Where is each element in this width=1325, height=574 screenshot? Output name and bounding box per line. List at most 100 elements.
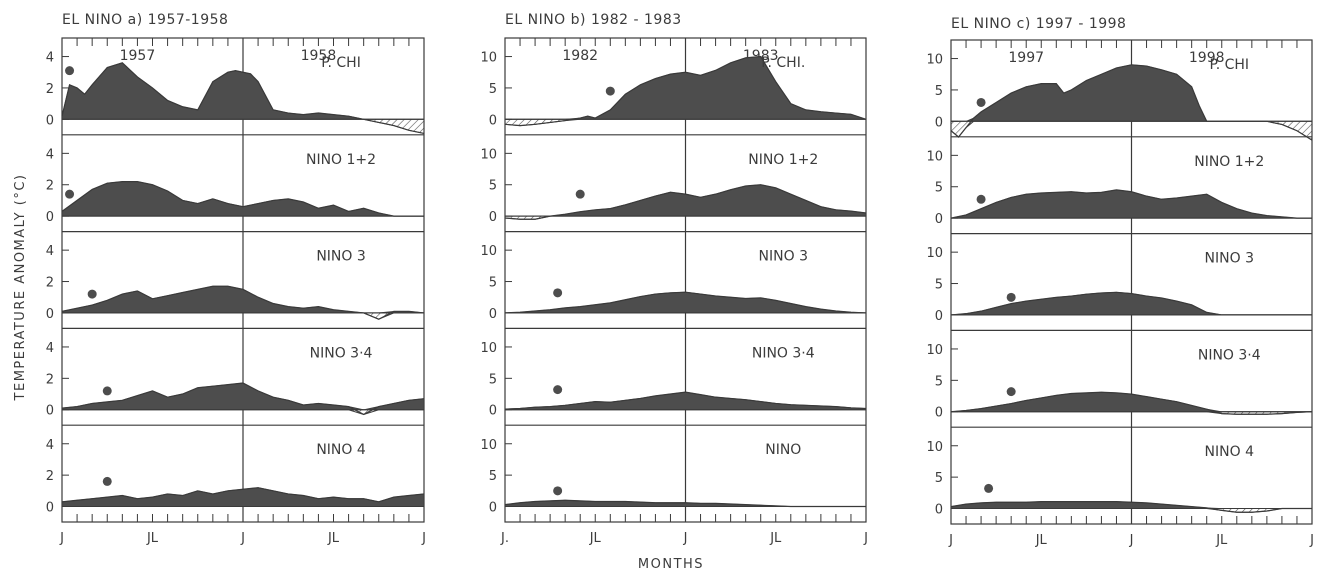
y-tick-label: 10 <box>926 343 943 358</box>
y-tick-label: 0 <box>935 406 943 421</box>
series-label: NINO 3·4 <box>1198 347 1261 363</box>
onset-dot <box>1006 387 1016 397</box>
y-tick-label: 10 <box>926 53 943 68</box>
series-line <box>950 501 1312 513</box>
year-label: 1997 <box>1008 50 1044 66</box>
series-label: NINO 4 <box>1205 444 1255 460</box>
series-positive-area <box>61 285 425 314</box>
y-tick-label: 0 <box>46 113 54 128</box>
x-tick-label: J <box>948 533 953 548</box>
x-tick-label: J. <box>500 531 509 546</box>
y-tick-label: 0 <box>489 307 497 322</box>
series-line <box>950 391 1313 415</box>
x-tick-label: J <box>59 531 64 546</box>
series-label: P. CHI <box>321 55 361 71</box>
series-line <box>504 499 866 508</box>
y-tick-label: 5 <box>489 372 497 387</box>
y-tick-label: 10 <box>480 51 497 66</box>
y-tick-label: 10 <box>480 147 497 162</box>
y-tick-label: 4 <box>46 438 54 453</box>
series-label: NINO 3·4 <box>310 345 373 361</box>
y-tick-label: 5 <box>935 471 943 486</box>
onset-dot <box>984 483 994 493</box>
y-tick-label: 0 <box>935 503 943 518</box>
onset-dot <box>102 386 112 396</box>
x-tick-label: JL <box>769 531 782 546</box>
y-tick-label: 0 <box>935 309 943 324</box>
x-axis-label: MONTHS <box>638 557 704 572</box>
panel-title: EL NINO c) 1997 - 1998 <box>951 16 1126 32</box>
y-tick-label: 2 <box>46 372 54 387</box>
onset-dot <box>65 189 75 199</box>
y-tick-label: 10 <box>926 440 943 455</box>
y-tick-label: 4 <box>46 244 54 259</box>
series-label: NINO 3 <box>316 249 365 265</box>
y-tick-label: 10 <box>480 438 497 453</box>
series-label: NINO 3 <box>1205 251 1254 267</box>
onset-dot <box>65 66 75 76</box>
y-tick-label: 4 <box>46 341 54 356</box>
x-tick-label: JL <box>1215 533 1228 548</box>
y-tick-label: 0 <box>489 113 497 128</box>
y-tick-label: 0 <box>46 404 54 419</box>
y-tick-label: 0 <box>46 210 54 225</box>
series-positive-area <box>951 64 1312 122</box>
y-tick-label: 0 <box>935 115 943 130</box>
y-tick-label: 5 <box>935 84 943 99</box>
series-line <box>61 285 425 320</box>
series-label: NINO 1+2 <box>306 152 376 168</box>
onset-dot <box>976 97 986 107</box>
x-tick-label: J <box>1129 533 1134 548</box>
series-line <box>950 291 1312 316</box>
series-positive-area <box>61 487 425 507</box>
y-tick-label: 5 <box>489 82 497 97</box>
series-positive-area <box>504 391 867 411</box>
series-line <box>61 180 424 217</box>
year-label: 1957 <box>120 48 156 64</box>
series-line <box>61 62 425 135</box>
series-label: NINO 3 <box>759 249 808 265</box>
x-tick-label: J <box>240 531 245 546</box>
onset-dot <box>553 486 563 496</box>
y-tick-label: 2 <box>46 276 54 291</box>
series-line <box>504 184 867 220</box>
y-tick-label: 0 <box>935 212 943 227</box>
y-tick-label: 0 <box>489 404 497 419</box>
y-axis-label: TEMPERATURE ANOMALY (°C) <box>13 174 28 402</box>
y-tick-label: 0 <box>489 210 497 225</box>
onset-dot <box>1006 292 1016 302</box>
series-label: NINO 1+2 <box>1194 154 1264 170</box>
x-tick-label: JL <box>146 531 159 546</box>
y-tick-label: 5 <box>935 374 943 389</box>
series-positive-area <box>950 391 1312 413</box>
y-tick-label: 10 <box>926 149 943 164</box>
y-tick-label: 5 <box>489 179 497 194</box>
y-tick-label: 4 <box>46 147 54 162</box>
onset-dot <box>575 189 585 199</box>
x-tick-label: J <box>683 531 688 546</box>
panel-title: EL NINO b) 1982 - 1983 <box>505 12 682 28</box>
panel-title: EL NINO a) 1957-1958 <box>62 12 228 28</box>
series-positive-area <box>61 382 425 411</box>
y-tick-label: 2 <box>46 82 54 97</box>
x-tick-label: J <box>1309 533 1314 548</box>
x-tick-label: JL <box>1035 533 1048 548</box>
y-tick-label: 5 <box>489 469 497 484</box>
series-line <box>61 487 425 503</box>
series-label: NINO 1+2 <box>748 152 818 168</box>
onset-dot <box>87 289 97 299</box>
series-label: NINO 4 <box>316 442 366 458</box>
year-label: 1958 <box>301 48 337 64</box>
y-tick-label: 2 <box>46 469 54 484</box>
year-label: 1982 <box>562 48 598 64</box>
y-tick-label: 0 <box>46 307 54 322</box>
y-tick-label: 0 <box>489 501 497 516</box>
x-tick-label: JL <box>589 531 602 546</box>
y-tick-label: 10 <box>480 244 497 259</box>
y-tick-label: 5 <box>489 276 497 291</box>
onset-dot <box>553 288 563 298</box>
onset-dot <box>553 385 563 395</box>
